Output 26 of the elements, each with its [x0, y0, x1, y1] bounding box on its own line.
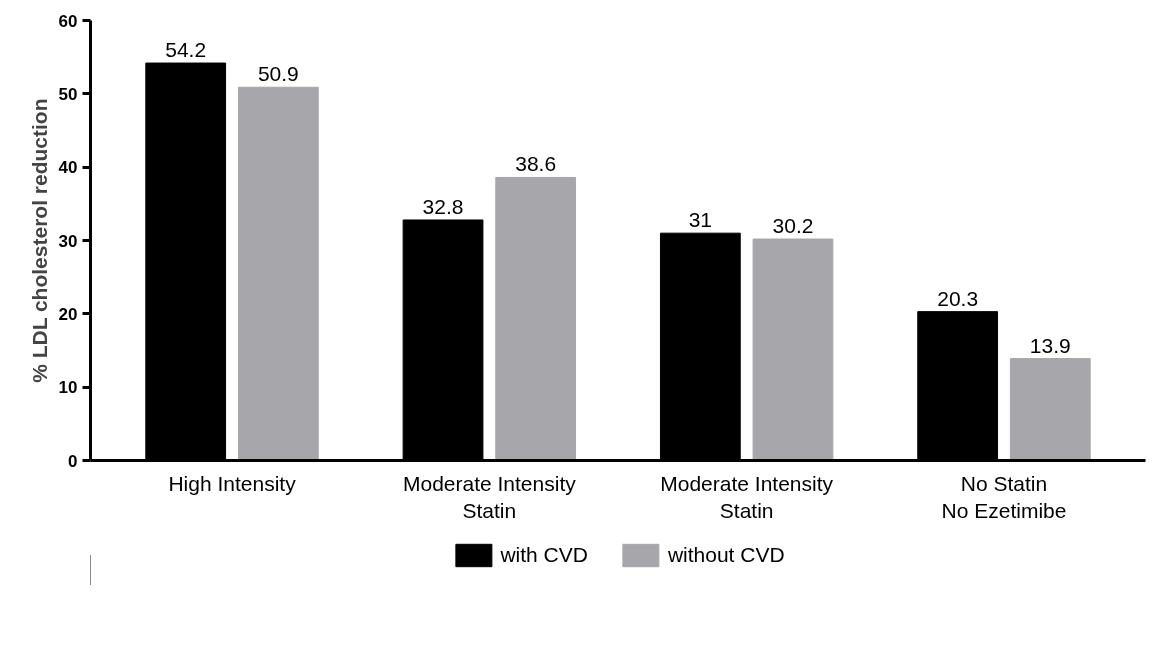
bar: [237, 86, 319, 461]
y-tick-label: 30: [58, 231, 78, 251]
data-label: 30.2: [772, 214, 814, 238]
data-label: 31: [688, 208, 713, 232]
bar: [495, 176, 577, 461]
y-tick-label: 0: [68, 451, 78, 471]
data-label: 20.3: [937, 286, 979, 310]
bar: [752, 238, 834, 461]
data-label: 54.2: [165, 38, 207, 62]
y-tick-label: 10: [58, 378, 78, 398]
x-tick-label: High Intensity: [168, 471, 297, 495]
x-tick-label: Moderate Intensity Statin: [660, 471, 834, 523]
data-label: 32.8: [422, 194, 464, 218]
y-tick-label: 20: [58, 304, 78, 324]
bar: [1009, 358, 1091, 461]
y-tick-label: 40: [58, 158, 78, 178]
legend-label: without CVD: [667, 543, 785, 567]
data-label: 13.9: [1029, 333, 1071, 357]
y-axis-title: % LDL cholesterol reduction: [27, 98, 51, 383]
y-tick-label: 50: [58, 84, 78, 104]
x-tick-label: No Statin No Ezetimibe: [941, 471, 1067, 523]
x-tick-label: Moderate Intensity Statin: [402, 471, 577, 523]
y-tick-label: 60: [58, 11, 78, 31]
data-label: 38.6: [515, 152, 557, 176]
legend-label: with CVD: [500, 543, 588, 567]
data-label: 50.9: [257, 62, 299, 86]
